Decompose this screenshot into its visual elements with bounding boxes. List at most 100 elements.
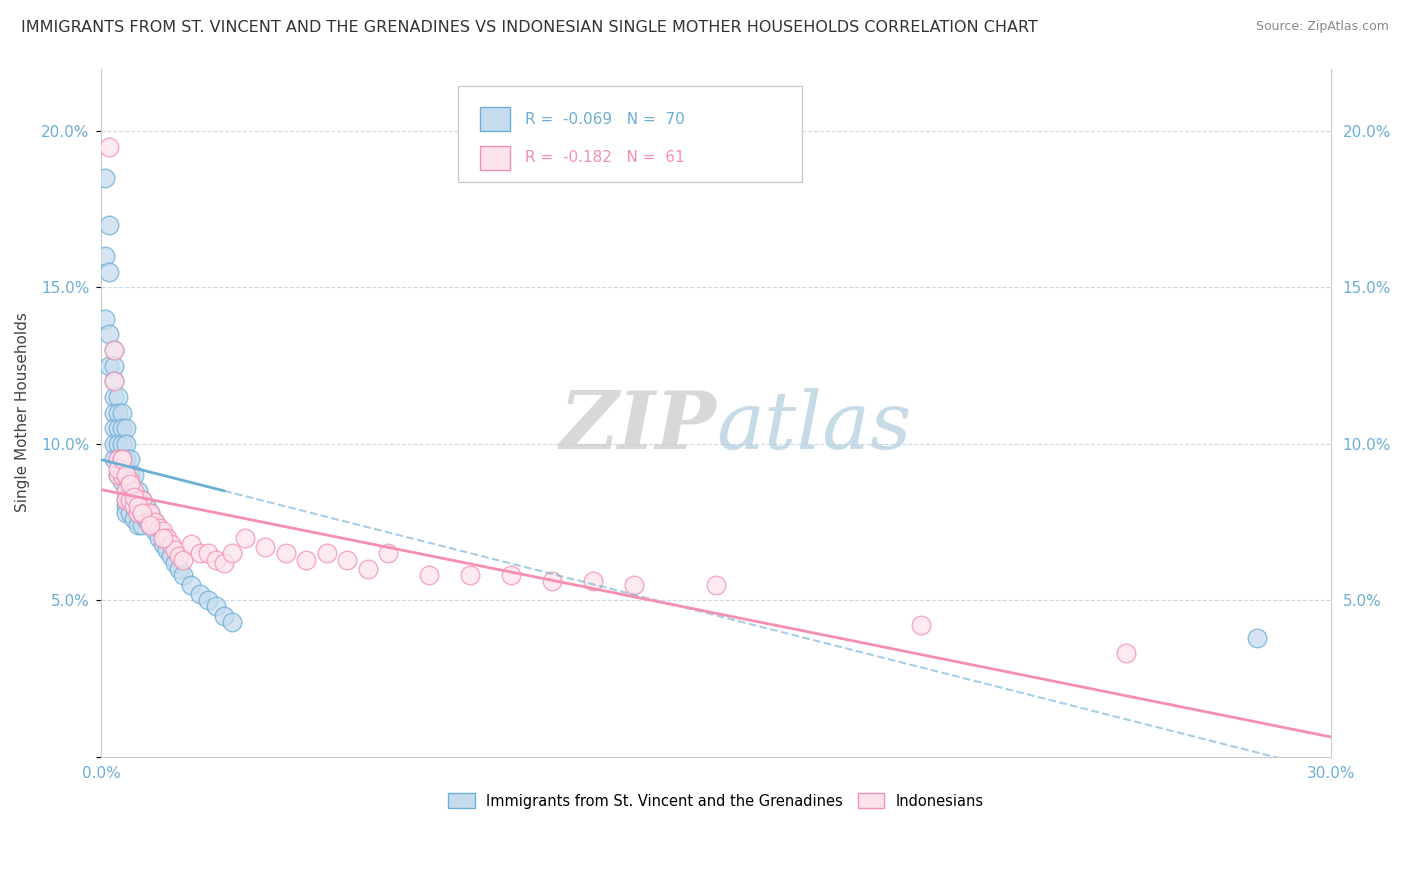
Point [103, 374, 125, 388]
Point [103, 421, 125, 435]
Point [172, 568, 194, 582]
Point [103, 390, 125, 404]
Bar [479, 107, 510, 131]
Point [172, 552, 194, 566]
Point [103, 359, 125, 373]
Point [135, 512, 157, 526]
Point [127, 493, 149, 508]
Point [115, 452, 138, 467]
Point [94, 249, 117, 263]
Text: Source: ZipAtlas.com: Source: ZipAtlas.com [1256, 20, 1389, 33]
Point [103, 452, 125, 467]
Point [135, 500, 157, 514]
Text: ZIP: ZIP [560, 387, 716, 465]
Point [118, 493, 141, 508]
Point [115, 500, 138, 514]
Point [107, 437, 129, 451]
Point [167, 549, 190, 564]
Point [139, 515, 162, 529]
Point [115, 468, 138, 483]
Point [111, 406, 134, 420]
Point [582, 574, 605, 589]
Point [357, 562, 380, 576]
Point [139, 518, 162, 533]
Bar [458, 86, 801, 182]
Point [1246, 631, 1268, 645]
Point [115, 493, 138, 508]
Point [94, 171, 117, 186]
Point [188, 587, 211, 601]
Point [623, 577, 645, 591]
Point [156, 531, 179, 545]
Point [127, 518, 149, 533]
Point [127, 506, 149, 520]
Point [111, 437, 134, 451]
Point [131, 518, 153, 533]
Point [143, 524, 166, 539]
Point [122, 500, 145, 514]
Point [118, 468, 141, 483]
Point [274, 546, 297, 560]
Text: R =  -0.069   N =  70: R = -0.069 N = 70 [524, 112, 685, 127]
Point [103, 406, 125, 420]
Text: R =  -0.182   N =  61: R = -0.182 N = 61 [524, 151, 685, 166]
Point [107, 452, 129, 467]
Point [131, 506, 153, 520]
Point [458, 568, 481, 582]
Point [115, 421, 138, 435]
Point [152, 524, 174, 539]
Bar [479, 146, 510, 170]
Point [336, 552, 359, 566]
Point [160, 537, 183, 551]
Point [107, 468, 129, 483]
Point [111, 452, 134, 467]
Point [98, 265, 121, 279]
Point [180, 537, 202, 551]
Point [139, 506, 162, 520]
Point [143, 515, 166, 529]
Point [118, 483, 141, 498]
Point [221, 615, 243, 629]
Point [107, 468, 129, 483]
Point [103, 343, 125, 357]
Point [315, 546, 337, 560]
Point [205, 599, 228, 614]
Point [94, 311, 117, 326]
Point [115, 437, 138, 451]
Point [115, 483, 138, 498]
Point [131, 493, 153, 508]
Point [221, 546, 243, 560]
Point [127, 483, 149, 498]
Point [205, 552, 228, 566]
Point [131, 506, 153, 520]
Point [212, 556, 235, 570]
Point [98, 327, 121, 342]
Point [131, 493, 153, 508]
Point [127, 493, 149, 508]
Point [107, 421, 129, 435]
Point [180, 577, 202, 591]
Point [122, 483, 145, 498]
Point [152, 531, 174, 545]
Point [115, 506, 138, 520]
Point [98, 139, 121, 153]
Point [115, 493, 138, 508]
Point [103, 343, 125, 357]
Point [122, 490, 145, 504]
Point [541, 574, 564, 589]
Point [118, 506, 141, 520]
Point [127, 500, 149, 514]
Point [135, 506, 157, 520]
Point [156, 543, 179, 558]
Point [122, 468, 145, 483]
Point [197, 546, 219, 560]
Point [131, 506, 153, 520]
Point [98, 218, 121, 232]
Point [127, 506, 149, 520]
Point [165, 556, 187, 570]
Point [115, 468, 138, 483]
Point [139, 518, 162, 533]
Point [111, 468, 134, 483]
Point [103, 374, 125, 388]
Point [111, 475, 134, 489]
